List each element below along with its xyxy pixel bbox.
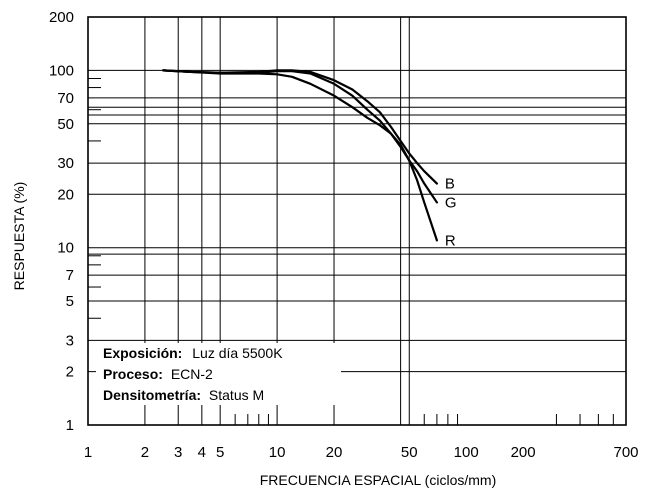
- y-tick-label: 5: [66, 293, 74, 310]
- plot-frame: [87, 16, 627, 426]
- x-axis-title: FRECUENCIA ESPACIAL (ciclos/mm): [260, 472, 496, 488]
- annotation-densitometry-label: Densitometría:: [103, 387, 201, 403]
- series-label-g: G: [445, 194, 457, 211]
- y-tick-label: 100: [49, 62, 74, 79]
- y-axis-title: RESPUESTA (%): [11, 182, 27, 291]
- x-tick-label: 200: [511, 444, 536, 461]
- annotation-densitometry: Densitometría: Status M: [103, 387, 264, 403]
- series-labels: BG R: [445, 176, 457, 250]
- x-tick-label: 100: [454, 444, 479, 461]
- x-tick-label: 1: [84, 444, 92, 461]
- x-tick-label: 10: [269, 444, 286, 461]
- y-tick-label: 200: [49, 9, 74, 26]
- x-tick-label: 20: [326, 444, 343, 461]
- x-tick-label: 4: [198, 444, 206, 461]
- x-tick-label: 50: [401, 444, 418, 461]
- series-line-r: [162, 69, 438, 242]
- annotation-exposure-label: Exposición:: [103, 345, 182, 361]
- annotation-process-value: ECN-2: [171, 366, 213, 382]
- y-tick-label: 50: [57, 116, 74, 133]
- y-tick-label: 20: [57, 186, 74, 203]
- series-label-r: R: [445, 232, 456, 249]
- series-label-b: B: [445, 176, 455, 193]
- series-line-g: [162, 69, 438, 204]
- y-tick-label: 3: [66, 332, 74, 349]
- annotation-densitometry-value: Status M: [209, 387, 264, 403]
- annotation-process: Proceso: ECN-2: [103, 366, 213, 382]
- series-line-b: [162, 69, 438, 185]
- annotation-exposure: Exposición: Luz día 5500K: [103, 345, 283, 361]
- x-tick-label: 700: [613, 444, 638, 461]
- y-tick-label: 70: [57, 90, 74, 107]
- y-tick-label: 10: [57, 240, 74, 257]
- minor-tick-layer: [88, 77, 614, 425]
- x-tick-label: 2: [141, 444, 149, 461]
- series-layer: [162, 69, 438, 242]
- y-tick-label: 2: [66, 364, 74, 381]
- x-tick-label: 3: [174, 444, 182, 461]
- y-tick-labels: 1 2 3 5 7 10 20 30 50 70 100 200: [49, 9, 74, 434]
- y-tick-label: 7: [66, 267, 74, 284]
- annotation-process-label: Proceso:: [103, 366, 163, 382]
- y-tick-label: 1: [66, 417, 74, 434]
- annotation-exposure-value: Luz día 5500K: [192, 345, 283, 361]
- y-tick-label: 30: [57, 155, 74, 172]
- x-tick-labels: 1 2 3 4 5 10 20 50 100 200 700: [84, 444, 639, 461]
- annotation-box: [96, 343, 341, 405]
- x-tick-label: 5: [216, 444, 224, 461]
